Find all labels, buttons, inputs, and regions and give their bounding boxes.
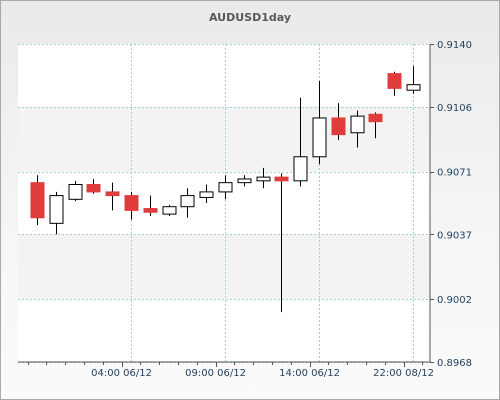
candle	[68, 180, 83, 202]
candle-body	[218, 182, 233, 193]
candle-body	[406, 84, 421, 91]
candle-body	[199, 191, 214, 198]
candle	[162, 204, 177, 216]
candle	[237, 175, 252, 187]
background-band	[18, 234, 430, 300]
candle-body	[256, 176, 271, 182]
candle-body	[368, 113, 383, 123]
candle-body	[162, 206, 177, 215]
plot-area	[18, 44, 430, 362]
candle-body	[180, 195, 195, 208]
chart-title: AUDUSD1day	[209, 11, 291, 24]
candle	[293, 97, 308, 187]
y-tick-label: 0.9140	[437, 40, 472, 51]
candle-body	[387, 73, 402, 89]
candle-body	[86, 184, 101, 193]
candle-body	[274, 176, 289, 182]
candle-body	[68, 184, 83, 200]
candle	[406, 66, 421, 94]
candle	[30, 175, 45, 226]
candle	[124, 191, 139, 220]
candle	[274, 173, 289, 313]
candle-body	[237, 178, 252, 184]
candle	[387, 71, 402, 96]
candle-body	[30, 182, 45, 219]
candle-body	[293, 156, 308, 182]
y-tick-label: 0.9071	[437, 168, 472, 179]
y-tick-labels: 0.9140 0.9106 0.9071 0.9037 0.9002 0.896…	[437, 40, 472, 369]
candle-body	[331, 117, 346, 136]
y-tick-label: 0.9002	[437, 295, 472, 306]
candle	[86, 178, 101, 194]
x-tick-label: 09:00 06/12	[185, 368, 246, 379]
candle-body	[105, 191, 120, 197]
x-tick-label: 04:00 06/12	[91, 368, 152, 379]
candle	[199, 184, 214, 203]
candle	[180, 188, 195, 218]
y-tick-label: 0.9106	[437, 103, 472, 114]
candles	[30, 66, 421, 313]
candle	[368, 112, 383, 139]
candle-body	[350, 115, 365, 134]
candle-body	[49, 195, 64, 224]
axes	[18, 44, 431, 363]
background-band	[18, 106, 430, 172]
y-tick-label: 0.9037	[437, 230, 472, 241]
candle	[350, 110, 365, 148]
candle	[105, 182, 120, 211]
candle-body	[312, 117, 327, 158]
y-tick-label: 0.8968	[437, 358, 472, 369]
candle	[312, 80, 327, 165]
candle	[256, 167, 271, 189]
x-tick-label: 14:00 06/12	[279, 368, 340, 379]
candle	[218, 175, 233, 200]
x-tick-labels: 04:00 06/12 09:00 06/12 14:00 06/12 22:0…	[91, 368, 434, 379]
candle-body	[143, 208, 158, 213]
candle	[143, 195, 158, 216]
x-tick-label: 22:00 08/12	[373, 368, 434, 379]
candle	[49, 191, 64, 235]
candle	[331, 103, 346, 141]
candle-body	[124, 195, 139, 211]
